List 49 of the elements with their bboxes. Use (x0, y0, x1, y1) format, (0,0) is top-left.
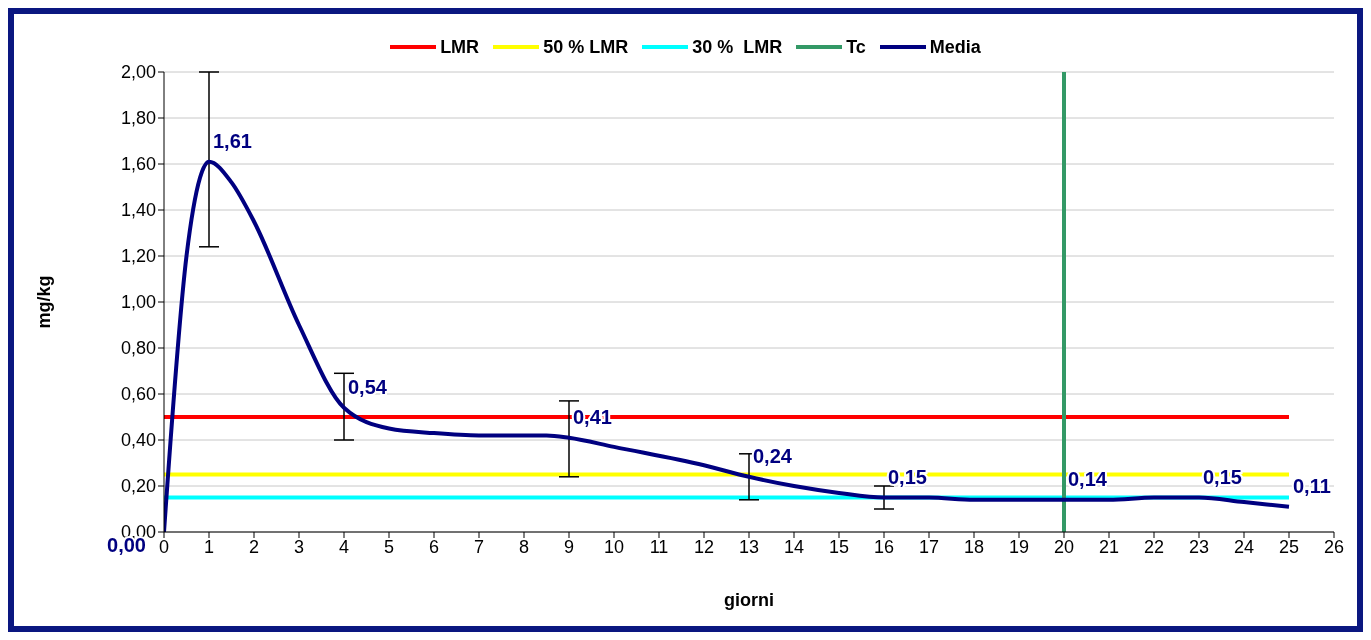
x-tick-label: 4 (338, 536, 350, 557)
y-axis-title: mg/kg (34, 275, 55, 329)
y-tick-label: 1,80 (120, 108, 156, 129)
x-tick-label: 22 (1143, 536, 1165, 557)
data-label: 1,61 (213, 129, 252, 152)
x-tick-label: 8 (518, 536, 530, 557)
y-tick-label: 1,40 (120, 200, 156, 221)
legend-label: 30 % LMR (692, 36, 783, 58)
legend-label: LMR (440, 36, 480, 58)
x-tick-label: 21 (1098, 536, 1120, 557)
x-tick-label: 7 (473, 536, 485, 557)
x-tick-label: 17 (918, 536, 940, 557)
x-tick-label: 11 (649, 536, 669, 557)
x-tick-label: 12 (693, 536, 715, 557)
x-tick-label: 25 (1278, 536, 1300, 557)
legend-label: 50 % LMR (543, 36, 629, 58)
y-tick-label: 0,80 (120, 338, 156, 359)
x-tick-label: 19 (1008, 536, 1030, 557)
x-tick-label: 24 (1233, 536, 1255, 557)
y-tick-label: 2,00 (120, 62, 156, 83)
x-tick-label: 13 (738, 536, 760, 557)
y-tick-label: 1,60 (120, 154, 156, 175)
x-tick-label: 1 (203, 536, 215, 557)
legend-label: Media (929, 36, 981, 58)
legend-label: Tc (846, 36, 866, 58)
y-tick-label: 0,40 (120, 430, 156, 451)
data-label: 0,24 (753, 444, 793, 467)
x-tick-label: 9 (563, 536, 575, 557)
x-tick-label: 5 (383, 536, 395, 557)
x-tick-label: 10 (603, 536, 625, 557)
x-tick-label: 18 (963, 536, 985, 557)
x-tick-label: 26 (1323, 536, 1345, 557)
x-axis-title: giorni (724, 590, 774, 610)
y-tick-label: 1,20 (120, 246, 156, 267)
line-series (164, 159, 1291, 532)
y-tick-label: 0,20 (120, 476, 156, 497)
x-tick-label: 16 (873, 536, 895, 557)
x-tick-label: 3 (293, 536, 305, 557)
y-tick-label: 0,60 (120, 384, 156, 405)
x-tick-label: 6 (428, 536, 440, 557)
y-tick-label: 1,00 (120, 292, 156, 313)
x-tick-label: 15 (828, 536, 850, 557)
x-tick-label: 20 (1053, 536, 1075, 557)
x-tick-label: 0 (158, 536, 170, 557)
data-label: 0,54 (348, 375, 388, 398)
x-tick-label: 14 (783, 536, 805, 557)
x-tick-label: 23 (1188, 536, 1210, 557)
data-label: 0,11 (1293, 474, 1331, 497)
x-tick-label: 2 (248, 536, 260, 557)
